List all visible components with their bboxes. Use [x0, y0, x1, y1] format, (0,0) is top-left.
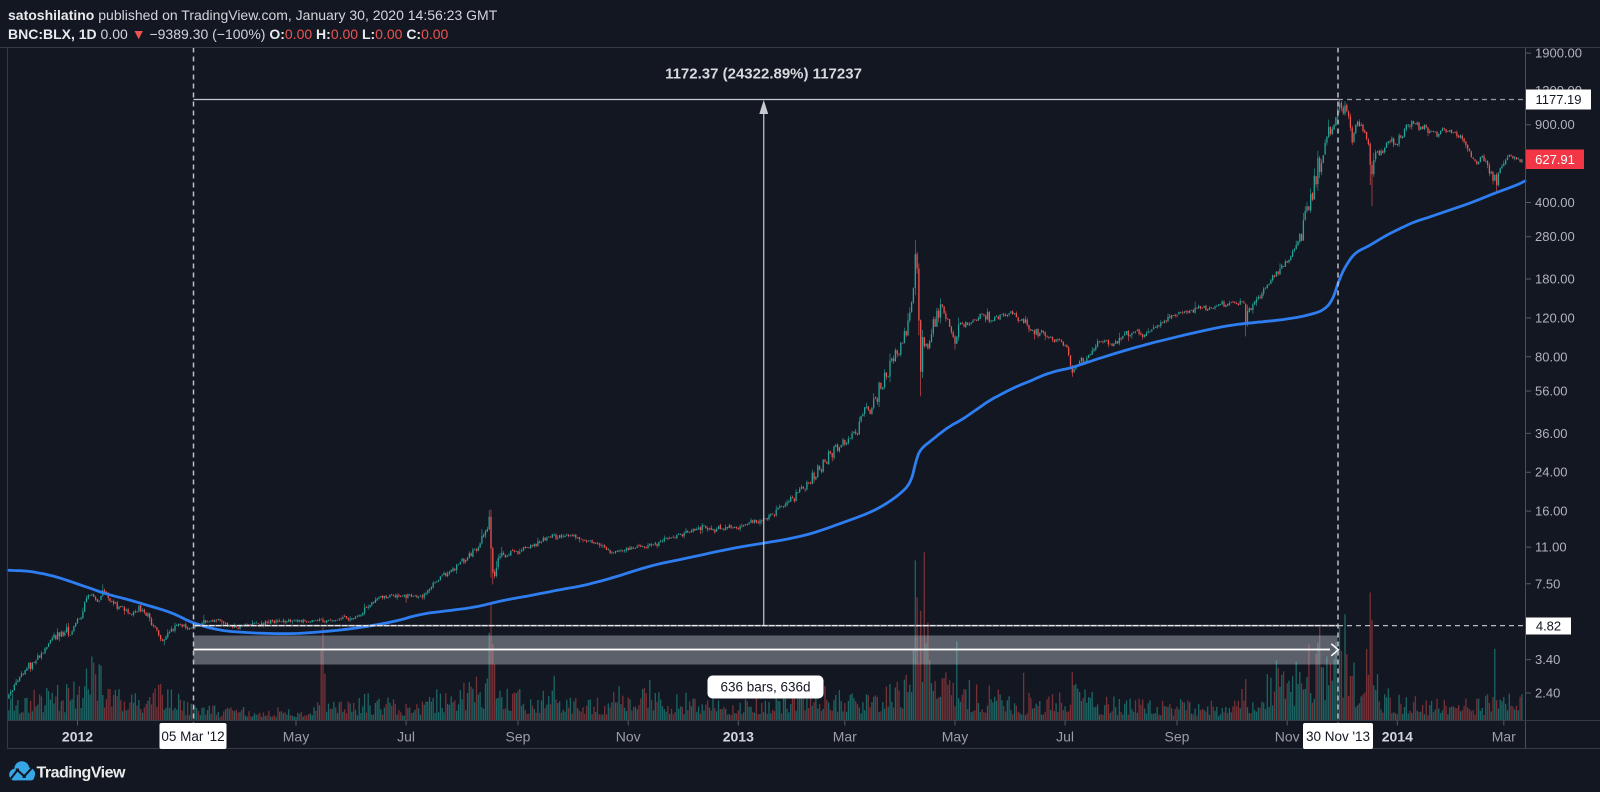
svg-text:24.00: 24.00: [1535, 465, 1568, 480]
svg-text:280.00: 280.00: [1535, 229, 1575, 244]
svg-text:May: May: [283, 729, 309, 745]
svg-text:400.00: 400.00: [1535, 195, 1575, 210]
svg-text:636 bars, 636d: 636 bars, 636d: [720, 680, 810, 695]
svg-text:1177.19: 1177.19: [1535, 92, 1581, 107]
svg-text:Nov: Nov: [616, 729, 641, 745]
svg-text:1900.00: 1900.00: [1535, 46, 1582, 61]
svg-text:Mar: Mar: [833, 729, 857, 745]
svg-text:56.00: 56.00: [1535, 384, 1568, 399]
svg-text:180.00: 180.00: [1535, 272, 1575, 287]
svg-text:80.00: 80.00: [1535, 349, 1568, 364]
svg-text:30 Nov '13: 30 Nov '13: [1306, 729, 1370, 744]
svg-text:2014: 2014: [1382, 729, 1413, 745]
svg-text:Sep: Sep: [1165, 729, 1190, 745]
svg-text:Nov: Nov: [1275, 729, 1300, 745]
svg-text:Jul: Jul: [397, 729, 415, 745]
svg-text:1172.37 (24322.89%) 117237: 1172.37 (24322.89%) 117237: [665, 66, 862, 83]
svg-text:Jul: Jul: [1056, 729, 1074, 745]
svg-text:4.82: 4.82: [1536, 619, 1561, 634]
svg-text:TradingView: TradingView: [37, 765, 127, 782]
svg-text:05 Mar '12: 05 Mar '12: [161, 729, 224, 744]
svg-text:2.40: 2.40: [1535, 686, 1560, 701]
svg-text:May: May: [942, 729, 968, 745]
svg-text:120.00: 120.00: [1535, 310, 1575, 325]
svg-text:900.00: 900.00: [1535, 117, 1575, 132]
svg-text:36.00: 36.00: [1535, 426, 1568, 441]
svg-text:16.00: 16.00: [1535, 504, 1568, 519]
svg-text:2012: 2012: [62, 729, 93, 745]
svg-text:2013: 2013: [723, 729, 754, 745]
svg-text:627.91: 627.91: [1535, 152, 1575, 167]
svg-text:11.00: 11.00: [1535, 540, 1567, 555]
svg-text:Sep: Sep: [506, 729, 531, 745]
svg-text:Mar: Mar: [1492, 729, 1516, 745]
svg-text:7.50: 7.50: [1535, 576, 1560, 591]
svg-text:3.40: 3.40: [1535, 652, 1560, 667]
